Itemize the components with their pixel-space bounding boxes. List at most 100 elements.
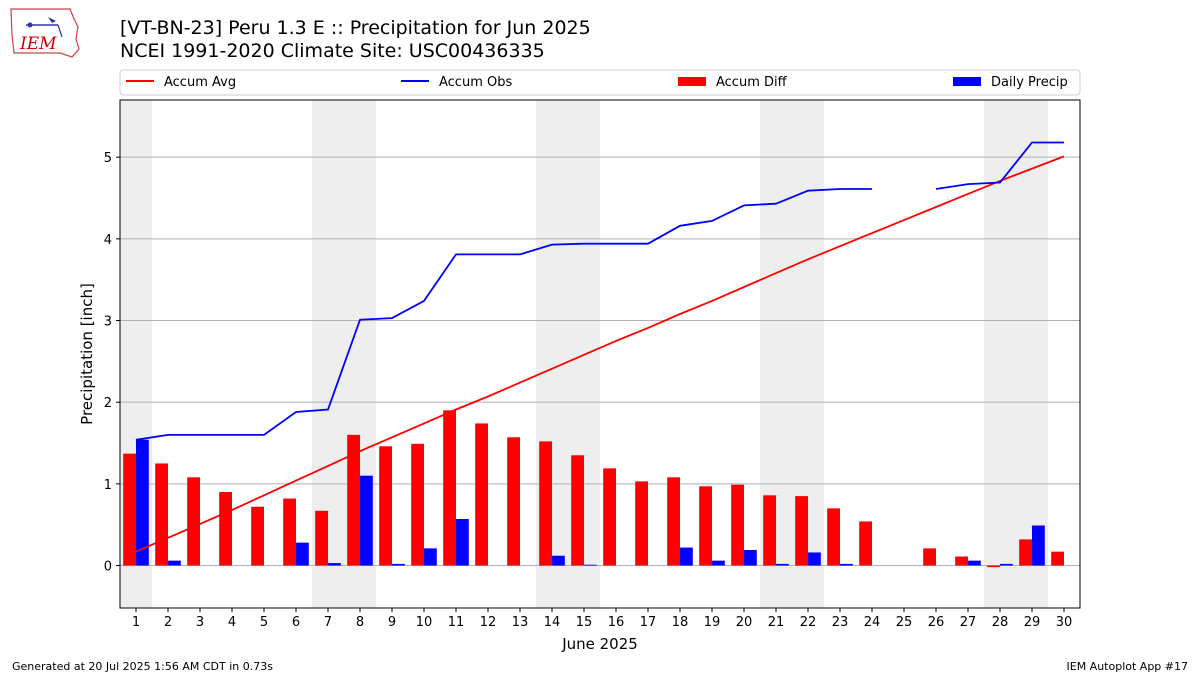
x-tick-label: 9	[388, 615, 396, 630]
x-tick-label: 20	[736, 615, 753, 630]
accum-diff-bar	[251, 506, 264, 566]
x-tick-label: 25	[896, 615, 913, 630]
accum-diff-bar	[731, 484, 744, 566]
x-tick-label: 26	[928, 615, 945, 630]
accum-diff-bar	[699, 486, 712, 566]
accum-diff-bar	[571, 455, 584, 566]
legend-label: Accum Avg	[164, 75, 236, 90]
x-tick-label: 24	[864, 615, 881, 630]
accum-diff-bar	[955, 556, 968, 566]
y-tick-label: 2	[104, 396, 112, 411]
footer-app: IEM Autoplot App #17	[1066, 660, 1189, 673]
legend-label: Daily Precip	[991, 75, 1068, 90]
daily-precip-bar	[360, 475, 373, 566]
x-tick-label: 23	[832, 615, 849, 630]
x-tick-label: 27	[960, 615, 977, 630]
daily-precip-bar	[1032, 525, 1045, 566]
x-tick-label: 16	[608, 615, 625, 630]
y-tick-label: 5	[104, 151, 112, 166]
chart-subtitle: NCEI 1991-2020 Climate Site: USC00436335	[120, 40, 545, 62]
daily-precip-bar	[968, 560, 981, 566]
svg-text:IEM: IEM	[19, 34, 57, 54]
daily-precip-bar	[552, 555, 565, 566]
accum-diff-bar	[347, 434, 360, 566]
x-tick-label: 30	[1056, 615, 1073, 630]
accum-diff-bar	[283, 498, 296, 566]
y-tick-label: 0	[104, 560, 112, 575]
legend-swatch	[678, 77, 706, 86]
x-tick-label: 29	[1024, 615, 1041, 630]
x-tick-label: 22	[800, 615, 817, 630]
daily-precip-bar	[840, 563, 853, 566]
daily-precip-bar	[392, 563, 405, 566]
x-tick-label: 4	[228, 615, 236, 630]
x-tick-label: 7	[324, 615, 332, 630]
accum-diff-bar	[763, 495, 776, 566]
x-tick-label: 11	[448, 615, 465, 630]
daily-precip-bar	[456, 518, 469, 566]
accum-diff-bar	[539, 441, 552, 566]
legend: Accum Avg Accum Obs Accum Diff Daily Precip	[119, 69, 1081, 96]
y-tick-label: 1	[104, 478, 112, 493]
daily-precip-bar	[744, 550, 757, 566]
accum-diff-bar	[923, 548, 936, 566]
x-tick-label: 28	[992, 615, 1009, 630]
footer-generated: Generated at 20 Jul 2025 1:56 AM CDT in …	[12, 660, 273, 673]
daily-precip-bar	[136, 439, 149, 566]
y-axis-ticks: 0 1 2 3 4 5	[104, 151, 120, 575]
accum-diff-bar	[155, 463, 168, 566]
plot-frame	[119, 99, 1081, 609]
accum-diff-bar	[1051, 551, 1064, 566]
accum-diff-bar	[795, 496, 808, 566]
legend-box	[119, 69, 1081, 96]
accum-diff-bar	[443, 410, 456, 566]
x-tick-label: 14	[544, 615, 561, 630]
y-gridlines	[120, 156, 1080, 567]
lines-group	[135, 141, 1065, 553]
x-tick-label: 6	[292, 615, 300, 630]
daily-precip-bar	[1000, 563, 1013, 566]
x-tick-label: 8	[356, 615, 364, 630]
y-tick-label: 3	[104, 315, 112, 330]
accum-diff-bar	[379, 446, 392, 566]
x-tick-label: 5	[260, 615, 268, 630]
accum-diff-bar	[123, 453, 136, 566]
accum-diff-bar	[219, 492, 232, 566]
accum-diff-bar	[1019, 539, 1032, 566]
accum-diff-bar	[987, 565, 1000, 568]
daily-precip-bar	[168, 560, 181, 566]
legend-label: Accum Diff	[716, 75, 788, 90]
accum-diff-bar	[603, 468, 616, 566]
x-tick-label: 10	[416, 615, 433, 630]
accum-avg-line	[135, 155, 1065, 553]
x-axis-label: June 2025	[561, 635, 638, 653]
y-tick-label: 4	[104, 233, 112, 248]
legend-swatch	[953, 77, 981, 86]
weekend-band	[984, 100, 1048, 608]
accum-diff-bar	[315, 510, 328, 566]
chart-title: [VT-BN-23] Peru 1.3 E :: Precipitation f…	[120, 17, 591, 39]
x-tick-label: 15	[576, 615, 593, 630]
x-tick-label: 3	[196, 615, 204, 630]
daily-precip-bar	[424, 548, 437, 566]
accum-obs-line	[135, 141, 1064, 441]
x-tick-label: 18	[672, 615, 689, 630]
x-tick-label: 12	[480, 615, 497, 630]
daily-precip-bar	[808, 552, 821, 566]
daily-precip-bar	[680, 547, 693, 566]
y-axis-label: Precipitation [inch]	[78, 283, 96, 425]
accum-diff-bar	[635, 481, 648, 566]
accum-diff-bar	[411, 443, 424, 566]
accum-diff-bar	[827, 508, 840, 566]
accum-diff-bar	[507, 437, 520, 566]
iem-logo: IEM	[8, 5, 82, 65]
daily-precip-bar	[776, 563, 789, 566]
daily-precip-bar	[328, 563, 341, 566]
x-tick-label: 19	[704, 615, 721, 630]
x-axis-ticks: 1 2 3 4 5 6 7 8 9 10 11 12 13 14 15 16 17 18 19 20 21 22 23 24 2…	[132, 608, 1072, 630]
daily-precip-bar	[296, 542, 309, 566]
x-tick-label: 1	[132, 615, 140, 630]
accum-diff-bar	[475, 423, 488, 566]
x-tick-label: 2	[164, 615, 172, 630]
